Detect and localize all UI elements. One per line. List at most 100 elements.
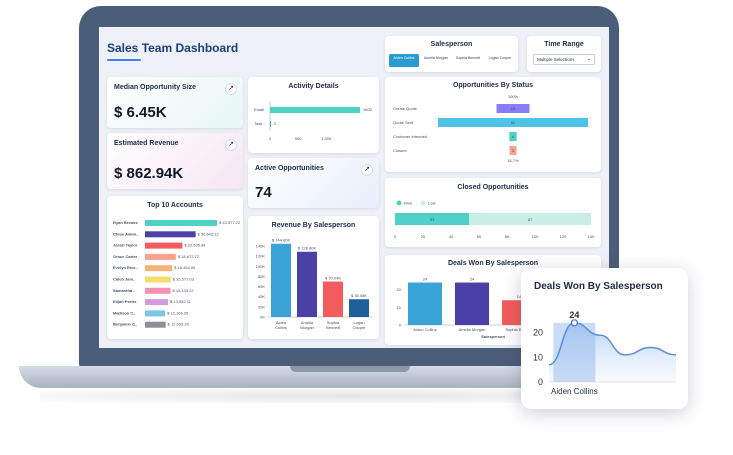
x-tick-label: Bennett — [326, 325, 341, 330]
status-value-label: 82 — [511, 120, 516, 125]
x-tick-label: Aiden — [276, 320, 286, 325]
account-label: Chloe Adam.. — [113, 231, 138, 236]
kpi-active-opportunities: Active Opportunities ↗ 74 — [248, 158, 379, 208]
chart-title: Closed Opportunities — [457, 184, 529, 191]
dashboard-screen: Sales Team Dashboard Salesperson Aiden C… — [99, 27, 609, 348]
status-label: Customer Intended — [393, 134, 427, 139]
deals-won-popup: Deals Won By Salesperson 0 10 20 24 Aiden Co… — [521, 268, 688, 409]
legend-won-label: Won — [404, 201, 412, 206]
y-tick-label: 10 — [533, 352, 543, 362]
x-tick-label: 80 — [505, 234, 510, 239]
y-tick-label: 0 — [399, 323, 402, 328]
time-range-select[interactable]: Multiple Selections ⌄ — [533, 54, 595, 65]
x-tick-label: Aiden Collins — [413, 327, 436, 332]
kpi-label: Active Opportunities — [255, 165, 324, 172]
y-tick-label: 20 — [397, 287, 402, 292]
account-bar — [145, 253, 176, 260]
highlight-column — [553, 322, 596, 382]
account-value-label: $ 15,433.22 — [172, 288, 194, 293]
arrow-up-right-icon[interactable]: ↗ — [361, 164, 373, 176]
laptop-notch — [290, 366, 410, 372]
kpi-value: 74 — [255, 184, 272, 201]
y-tick-label: 80K — [258, 274, 265, 279]
x-tick-label: 140 — [588, 234, 595, 239]
page-title: Sales Team Dashboard — [107, 41, 239, 55]
x-tick-label: 100 — [532, 234, 539, 239]
account-bar — [145, 310, 166, 317]
laptop-shadow — [40, 389, 660, 403]
tab-amelia-morgan[interactable]: Amelia Morgan — [423, 56, 449, 60]
account-label: Evelyn Rive.. — [113, 265, 138, 270]
salesperson-title: Salesperson — [430, 41, 473, 48]
revenue-by-salesperson-chart: 0K 20K 40K 60K 80K 100K 120K 140K $ 144.60K Aiden… — [256, 238, 373, 330]
activity-label: Task — [254, 121, 262, 126]
kpi-value: $ 6.45K — [114, 104, 167, 121]
account-label: Samantha .. — [113, 288, 135, 293]
deals-value-label: 24 — [470, 277, 475, 282]
closed-opportunities-card: Closed Opportunities Won Lost 53 87 0 20 40 60 8… — [385, 178, 601, 247]
x-tick-label: 0 — [269, 136, 272, 141]
status-label: Quote Sent — [393, 120, 414, 125]
chart-title: Deals Won By Salesperson — [447, 260, 539, 267]
won-bar — [395, 213, 470, 225]
account-value-label: $ 12,503.24 — [168, 322, 190, 327]
revenue-value-label: $ 35.08K — [351, 293, 367, 298]
status-bar — [509, 132, 517, 141]
status-bar — [496, 104, 530, 113]
top-10-accounts-card: Top 10 Accounts Ryan Brooks $ 43,577.22 Ch… — [107, 196, 243, 339]
y-tick-label: 0 — [538, 377, 543, 387]
tab-aiden-collins[interactable]: Aiden Collins — [389, 54, 419, 67]
status-value-label: 4 — [512, 134, 515, 139]
deals-won-popup-chart: 0 10 20 24 Aiden Collins — [533, 310, 677, 396]
status-value-label: 3 — [512, 148, 515, 153]
y-tick-label: 60K — [258, 284, 265, 289]
activity-bar — [270, 107, 360, 113]
activity-value-label: 1600 — [363, 107, 373, 112]
account-bar — [145, 287, 171, 294]
legend-lost-swatch — [420, 200, 426, 206]
y-tick-label: 40K — [258, 294, 265, 299]
kpi-label: Median Opportunity Size — [114, 84, 197, 91]
x-tick-label: Sophia Bennett — [505, 327, 533, 332]
deals-bar — [408, 282, 442, 325]
area-line — [548, 322, 677, 366]
tab-logan-cooper[interactable]: Logan Cooper — [488, 56, 512, 60]
funnel-top-label: 100% — [508, 94, 519, 99]
y-tick-label: 120K — [256, 254, 266, 259]
chart-title: Revenue By Salesperson — [271, 222, 356, 229]
funnel-bottom-label: 16.7% — [507, 158, 519, 163]
chart-title: Top 10 Accounts — [147, 202, 203, 209]
revenue-bar — [271, 243, 291, 317]
y-tick-label: 20K — [258, 304, 265, 309]
arrow-up-right-icon[interactable]: ↗ — [225, 83, 237, 95]
revenue-bar — [297, 251, 317, 317]
x-tick-label: Amelia Morgan — [459, 327, 486, 332]
x-tick-label: Cooper — [352, 325, 366, 330]
arrow-up-right-icon[interactable]: ↗ — [225, 139, 237, 151]
account-value-label: $ 15,577.03 — [173, 277, 195, 282]
chart-title: Activity Details — [288, 83, 339, 90]
x-tick-label: 120 — [560, 234, 567, 239]
lost-value-label: 87 — [528, 217, 533, 222]
legend-lost-label: Lost — [428, 201, 436, 206]
account-bar — [145, 265, 173, 272]
account-value-label: $ 43,577.22 — [219, 220, 241, 225]
legend-won-swatch — [396, 200, 402, 206]
status-bar — [509, 146, 517, 155]
account-value-label: $ 30,642.12 — [198, 231, 220, 236]
account-label: Elijah Porter — [113, 299, 137, 304]
account-label: Benjamin C.. — [113, 322, 137, 327]
revenue-value-label: $ 70.04K — [325, 276, 341, 281]
area-fill — [549, 322, 676, 382]
account-value-label: $ 13,952.11 — [170, 299, 192, 304]
account-label: Jacob Taylor — [113, 243, 138, 248]
revenue-value-label: $ 144.60K — [272, 238, 291, 243]
account-label: Ryan Brooks — [113, 220, 138, 225]
tab-sophia-bennett[interactable]: Sophia Bennett — [455, 56, 481, 60]
opportunities-by-status-chart: 100% Create Quote 18 Quote Sent 82 Customer I… — [393, 94, 588, 163]
x-tick-label: Sophia — [327, 320, 340, 325]
status-bar — [438, 118, 588, 127]
x-tick-label: Aiden Collins — [551, 387, 598, 396]
kpi-label: Estimated Revenue — [114, 140, 179, 147]
deals-bar — [455, 282, 489, 325]
